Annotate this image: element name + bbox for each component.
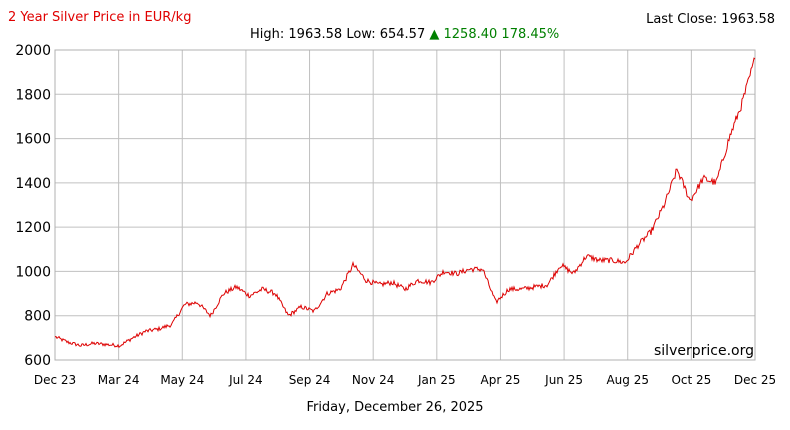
watermark: silverprice.org [654,343,754,359]
last-close: Last Close: 1963.58 [646,12,775,27]
x-tick-label: Dec 25 [734,373,776,387]
x-tick-label: Oct 25 [671,373,711,387]
up-arrow-icon: ▲ [429,27,440,42]
x-tick-label: Apr 25 [481,373,521,387]
y-axis-labels: 600 800 1000 1200 1400 1600 1800 2000 [15,43,51,369]
last-close-value: 1963.58 [721,12,775,27]
x-tick-label: Jul 24 [228,373,263,387]
plot-frame [54,49,756,361]
y-tick-label: 1800 [15,87,51,103]
y-tick-label: 1400 [15,176,51,192]
x-axis-labels: Dec 23 Mar 24 May 24 Jul 24 Sep 24 Nov 24 Jan … [34,373,776,387]
chart-title: 2 Year Silver Price in EUR/kg [8,10,192,25]
low-value: 654.57 [379,27,426,42]
high-value: 1963.58 [288,27,343,42]
last-close-label: Last Close: [646,12,718,27]
y-tick-label: 800 [24,309,51,325]
price-line [54,57,756,349]
y-tick-label: 2000 [15,43,51,59]
x-tick-label: Aug 25 [606,373,649,387]
x-tick-label: Dec 23 [34,373,76,387]
x-tick-label: Sep 24 [289,373,331,387]
x-tick-label: Jan 25 [417,373,456,387]
price-stats: High: 1963.58 Low: 654.57 ▲ 1258.40 178.… [250,27,559,42]
footer-date: Friday, December 26, 2025 [306,400,484,415]
x-tick-label: Jun 25 [544,373,583,387]
grid-lines [54,49,756,361]
y-tick-label: 600 [24,353,51,369]
change-percent: 178.45% [501,27,560,42]
y-tick-label: 1200 [15,220,51,236]
x-tick-label: Mar 24 [98,373,140,387]
y-tick-label: 1600 [15,132,51,148]
y-tick-label: 1000 [15,264,51,280]
change-value: 1258.40 [443,27,498,42]
x-tick-label: Nov 24 [352,373,395,387]
high-label: High: [250,27,285,42]
x-tick-label: May 24 [160,373,204,387]
low-label: Low: [346,27,376,42]
